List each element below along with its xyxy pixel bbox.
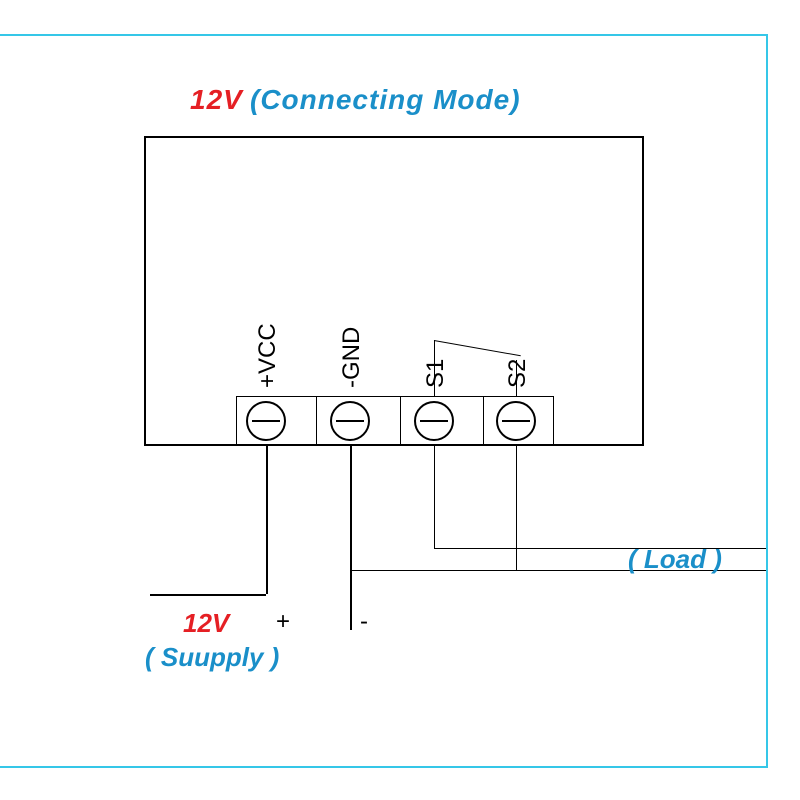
term-div-3 bbox=[483, 396, 484, 446]
wire-vcc-down bbox=[266, 446, 268, 594]
terminal-s1 bbox=[414, 401, 454, 441]
title-voltage: 12V bbox=[190, 84, 243, 116]
frame-top-line bbox=[0, 34, 766, 36]
term-div-1 bbox=[316, 396, 317, 446]
supply-label: ( Suupply ) bbox=[145, 642, 279, 673]
wire-s1-down bbox=[434, 446, 435, 548]
label-s2: S2 bbox=[504, 359, 532, 388]
terminal-slot-icon bbox=[420, 420, 449, 422]
supply-minus: - bbox=[360, 608, 368, 636]
switch-right-riser bbox=[516, 360, 517, 396]
wire-gnd-down bbox=[350, 446, 352, 630]
wire-s2-down bbox=[516, 446, 517, 570]
label-vcc: +VCC bbox=[254, 323, 282, 388]
frame-bottom-line bbox=[0, 766, 766, 768]
title-mode: (Connecting Mode) bbox=[250, 84, 521, 116]
supply-voltage: 12V bbox=[183, 608, 229, 639]
diagram-canvas: 12V (Connecting Mode) +VCC -GND S1 S2 12… bbox=[0, 0, 800, 800]
terminal-vcc bbox=[246, 401, 286, 441]
terminal-slot-icon bbox=[252, 420, 281, 422]
wire-supply-bus bbox=[150, 594, 266, 596]
frame-right-line bbox=[766, 34, 768, 768]
label-s1: S1 bbox=[422, 359, 450, 388]
term-div-2 bbox=[400, 396, 401, 446]
terminal-slot-icon bbox=[336, 420, 365, 422]
terminal-gnd bbox=[330, 401, 370, 441]
wire-gnd-tee bbox=[350, 570, 352, 571]
switch-left-riser bbox=[434, 340, 435, 396]
load-label: ( Load ) bbox=[628, 544, 722, 575]
terminal-slot-icon bbox=[502, 420, 531, 422]
terminal-s2 bbox=[496, 401, 536, 441]
label-gnd: -GND bbox=[338, 327, 366, 388]
supply-plus: + bbox=[276, 608, 290, 636]
